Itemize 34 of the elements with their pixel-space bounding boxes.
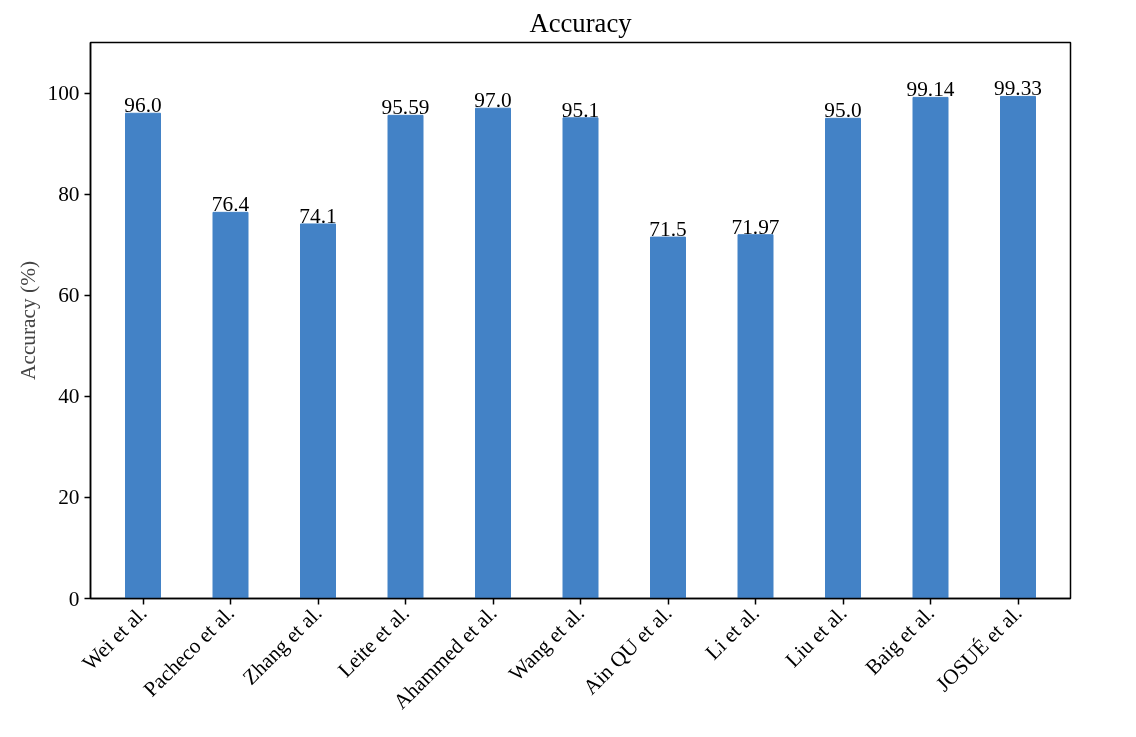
y-tick-label: 20	[58, 485, 80, 510]
y-tick-label: 80	[58, 182, 80, 207]
bar	[825, 117, 861, 599]
data-label: 95.0	[824, 98, 862, 123]
y-tick-label: 60	[58, 283, 80, 308]
data-label: 99.14	[906, 77, 955, 102]
bar	[1000, 95, 1036, 599]
data-label: 74.1	[299, 203, 337, 228]
bar	[475, 107, 511, 599]
y-tick-label: 100	[47, 81, 80, 106]
bar	[387, 114, 424, 599]
data-label: 71.5	[649, 217, 687, 242]
chart-title: Accuracy	[529, 7, 633, 38]
y-axis-title: Accuracy (%)	[15, 260, 40, 380]
bar	[300, 223, 336, 599]
bar	[562, 117, 599, 599]
bar	[737, 234, 774, 599]
data-label: 95.59	[381, 95, 430, 120]
data-label: 99.33	[994, 76, 1043, 101]
data-label: 76.4	[211, 192, 250, 217]
bar	[125, 112, 161, 599]
y-tick-label: 0	[68, 586, 80, 611]
data-label: 96.0	[124, 93, 162, 118]
data-label: 97.0	[474, 88, 512, 113]
y-tick-label: 40	[58, 384, 80, 409]
bar	[912, 96, 949, 599]
x-tick-label: Li et al.	[700, 601, 764, 665]
x-tick-label: Liu et al.	[780, 601, 852, 673]
bar	[212, 211, 249, 599]
bar	[650, 236, 686, 599]
data-label: 95.1	[561, 97, 600, 122]
x-tick-label: Baig et al.	[860, 601, 939, 680]
data-label: 71.97	[731, 214, 780, 239]
x-tick-label: Leite et al.	[332, 601, 414, 683]
